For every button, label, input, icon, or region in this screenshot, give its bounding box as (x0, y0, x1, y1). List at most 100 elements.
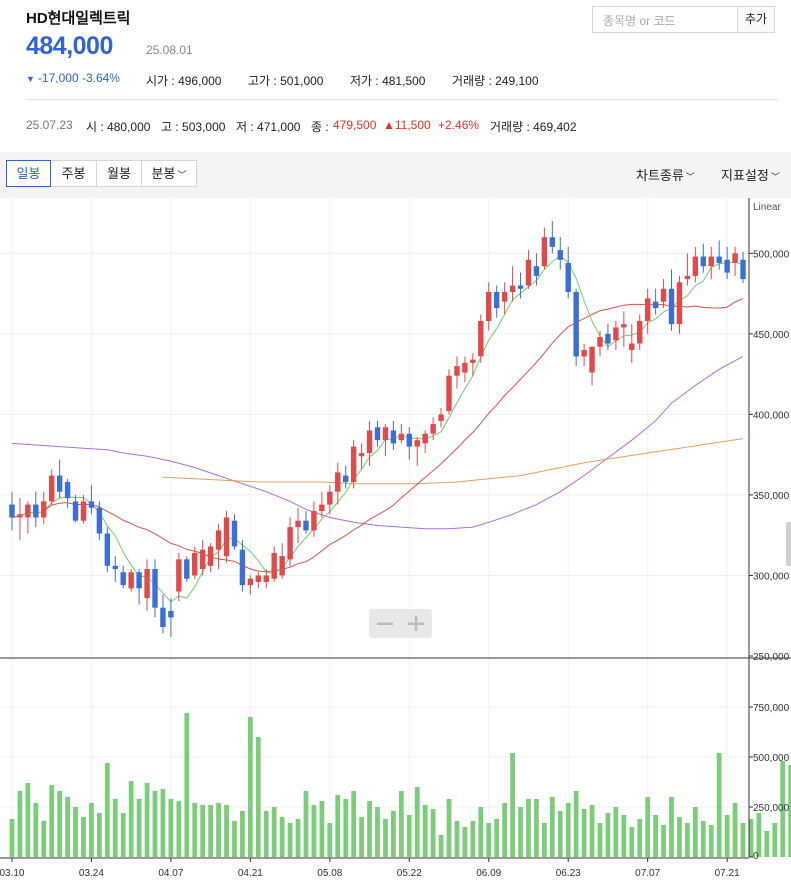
volume-bar (240, 811, 245, 857)
candle-body (168, 610, 174, 618)
candle-body (557, 250, 563, 260)
volume-bar (144, 783, 150, 857)
volume-bar (160, 789, 166, 857)
volume-bar (502, 803, 508, 857)
volume-bar (25, 783, 31, 857)
volume-bar (192, 803, 198, 857)
volume-bar (335, 795, 341, 857)
volume-bar (398, 791, 404, 857)
volume-bar (287, 823, 293, 857)
chart-type-menu[interactable]: 차트종류 ﹀ (636, 165, 695, 184)
candle-body (358, 453, 365, 457)
candle-body (613, 327, 619, 341)
chevron-down-icon: ﹀ (770, 172, 780, 182)
candle-body (231, 520, 238, 547)
ma5-line (19, 255, 744, 603)
volume-bar (724, 815, 730, 857)
prev-high: 고 : 503,000 (161, 120, 226, 134)
candle-body (72, 501, 79, 521)
volume-bar (756, 813, 762, 857)
candle-body (700, 256, 706, 267)
x-tick-label: 05.22 (397, 868, 422, 879)
volume-bar (200, 805, 206, 857)
zoom-in-icon-vertical (414, 616, 418, 631)
tab-weekly[interactable]: 주봉 (51, 160, 97, 187)
candle-body (644, 298, 651, 321)
volume-bar (279, 817, 285, 857)
price-change: ▼ -17,000 -3.64% (26, 71, 120, 85)
volume-bar (224, 805, 229, 857)
down-triangle-icon: ▼ (26, 74, 35, 84)
zoom-out-icon (377, 622, 393, 625)
volume-bar (112, 799, 118, 857)
x-tick-label: 07.07 (635, 868, 660, 879)
candle-body (652, 301, 659, 309)
x-tick-label: 04.21 (238, 868, 263, 879)
candle-body (676, 282, 683, 325)
indicator-settings-menu[interactable]: 지표설정 ﹀ (721, 165, 780, 184)
candle-body (509, 285, 516, 292)
volume-bar (589, 805, 595, 857)
volume-bar (271, 807, 277, 857)
volume-bar (57, 791, 63, 857)
scroll-handle[interactable] (786, 522, 791, 566)
x-tick-label: 06.09 (476, 868, 501, 879)
volume-bar (120, 813, 126, 857)
candle-body (549, 237, 556, 247)
candle-body (406, 433, 412, 447)
volume-bar (184, 713, 190, 857)
volume-bar (486, 823, 492, 857)
candle-body (446, 375, 452, 412)
volume-bar (685, 823, 690, 857)
candle-body (152, 569, 158, 608)
tab-monthly[interactable]: 월봉 (97, 160, 142, 187)
stat-high: 고가 : 501,000 (248, 74, 324, 88)
chart-type-label: 차트종류 (636, 168, 684, 183)
price-tick-label: 350,000 (753, 491, 790, 502)
candle-body (144, 569, 150, 599)
candle-body (223, 517, 230, 557)
tab-daily[interactable]: 일봉 (6, 160, 51, 187)
volume-bar (89, 803, 94, 857)
x-tick-label: 03.10 (0, 868, 25, 879)
candle-body (525, 259, 532, 286)
candle-body (422, 433, 428, 444)
candle-body (303, 520, 309, 531)
volume-bars (9, 713, 791, 857)
candle-body (589, 346, 595, 373)
x-tick-label: 06.23 (556, 868, 581, 879)
x-tick-label: 07.21 (715, 868, 740, 879)
candle-body (414, 440, 420, 447)
add-button[interactable]: 추가 (737, 6, 775, 33)
volume-bar (494, 819, 500, 857)
candle-body (668, 288, 675, 325)
volume-bar (295, 819, 301, 857)
volume-bar (351, 791, 357, 857)
volume-bar (605, 813, 611, 857)
candle-body (311, 511, 317, 531)
candle-body (120, 572, 126, 586)
volume-bar (748, 819, 754, 857)
volume-bar (478, 807, 484, 857)
volume-bar (327, 823, 333, 857)
x-tick-label: 03.24 (79, 868, 104, 879)
stock-chart[interactable]: 500,000 450,000 400,000 350,000 300,000 250,0… (0, 198, 791, 888)
stock-search-input[interactable]: 종목명 or 코드 (592, 6, 738, 33)
volume-bar (422, 805, 428, 857)
volume-bar (33, 803, 39, 857)
volume-bar (692, 807, 698, 857)
candle-body (541, 237, 548, 267)
volume-bar (557, 811, 563, 857)
volume-bar (470, 821, 476, 857)
volume-bar (637, 819, 643, 857)
indicator-settings-label: 지표설정 (721, 168, 769, 183)
volume-bar (136, 799, 142, 857)
chevron-down-icon: ﹀ (685, 172, 695, 182)
volume-bar (788, 765, 791, 857)
candle-body (390, 430, 397, 444)
tab-minute[interactable]: 분봉 ﹀ (142, 160, 197, 187)
price-change-value: -17,000 -3.64% (37, 71, 120, 85)
volume-bar (81, 817, 86, 857)
volume-bar (700, 821, 706, 857)
volume-bar (343, 799, 349, 857)
